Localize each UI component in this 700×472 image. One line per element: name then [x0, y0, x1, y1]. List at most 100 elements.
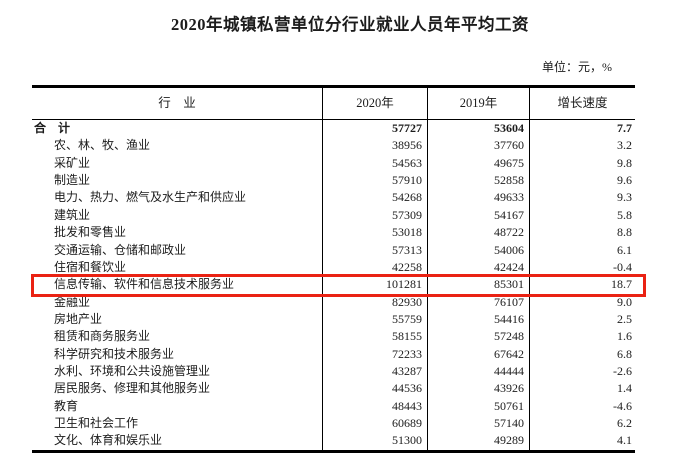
growth-cell: -0.4: [613, 259, 632, 274]
table-row: 科学研究和技术服务业 72233 67642 6.8: [32, 345, 635, 364]
wage-2020-cell: 55759: [323, 310, 428, 329]
table-header-row: 行 业 2020年 2019年 增长速度: [32, 88, 635, 120]
wage-2019-cell: 67642: [428, 345, 530, 364]
wage-2020-cell: 48443: [323, 397, 428, 416]
table-body: 合 计 57727 53604 7.7 农、林、牧、渔业 38956 37760…: [31, 120, 646, 450]
wage-2019-cell: 42424: [428, 258, 530, 277]
wage-2020-cell: 57309: [323, 206, 428, 225]
growth-cell: 6.1: [617, 242, 632, 257]
wage-2019-cell: 52858: [428, 172, 530, 190]
wage-2019-cell: 49633: [428, 189, 530, 207]
table-row: 农、林、牧、渔业 38956 37760 3.2: [32, 137, 635, 155]
industry-cell: 信息传输、软件和信息技术服务业: [32, 276, 323, 294]
industry-cell: 制造业: [32, 172, 323, 190]
table-row: 合 计 57727 53604 7.7: [32, 120, 635, 138]
wage-2020-cell: 38956: [323, 137, 428, 155]
growth-cell: 7.7: [617, 121, 632, 135]
wage-2020-cell: 43287: [323, 363, 428, 381]
industry-cell: 农、林、牧、渔业: [32, 137, 323, 155]
table-row: 居民服务、修理和其他服务业 44536 43926 1.4: [32, 380, 635, 398]
industry-cell: 采矿业: [32, 154, 323, 173]
growth-cell: 5.8: [617, 207, 632, 222]
growth-cell: 9.8: [617, 155, 632, 170]
wage-2020-cell: 42258: [323, 258, 428, 277]
wage-2019-cell: 53604: [428, 120, 530, 138]
industry-cell: 合 计: [32, 120, 323, 138]
growth-cell: 2.5: [617, 311, 632, 326]
wage-2019-cell: 57140: [428, 415, 530, 433]
wage-2020-cell: 57727: [323, 120, 428, 138]
wage-2019-cell: 50761: [428, 397, 530, 416]
table-row: 住宿和餐饮业 42258 42424 -0.4: [32, 258, 635, 277]
table-row: 交通运输、仓储和邮政业 57313 54006 6.1: [32, 241, 635, 259]
table-row: 批发和零售业 53018 48722 8.8: [32, 224, 635, 242]
wage-2020-cell: 51300: [323, 432, 428, 450]
industry-cell: 住宿和餐饮业: [32, 258, 323, 277]
industry-cell: 租赁和商务服务业: [32, 328, 323, 346]
wage-2020-cell: 44536: [323, 380, 428, 398]
industry-cell: 批发和零售业: [32, 224, 323, 242]
wage-2020-cell: 57910: [323, 172, 428, 190]
unit-note: 单位：元，%: [542, 60, 612, 74]
growth-cell: 8.8: [617, 225, 632, 240]
wage-2020-cell: 72233: [323, 345, 428, 364]
table-row: 教育 48443 50761 -4.6: [32, 397, 635, 416]
growth-cell: 6.2: [617, 416, 632, 431]
growth-cell: -4.6: [613, 398, 632, 413]
wage-2019-cell: 76107: [428, 293, 530, 311]
growth-cell: 9.3: [617, 190, 632, 205]
industry-cell: 交通运输、仓储和邮政业: [32, 241, 323, 259]
table-row: 制造业 57910 52858 9.6: [32, 172, 635, 190]
industry-cell: 金融业: [32, 293, 323, 311]
col-header-2020: 2020年: [323, 88, 428, 119]
growth-cell: 1.6: [617, 329, 632, 344]
wage-2019-cell: 43926: [428, 380, 530, 398]
industry-cell: 水利、环境和公共设施管理业: [32, 363, 323, 381]
table-row: 建筑业 57309 54167 5.8: [32, 206, 635, 225]
industry-cell: 教育: [32, 397, 323, 416]
table-row: 信息传输、软件和信息技术服务业 101281 85301 18.7: [31, 274, 646, 297]
wage-2020-cell: 57313: [323, 241, 428, 259]
industry-cell: 房地产业: [32, 310, 323, 329]
table-row: 租赁和商务服务业 58155 57248 1.6: [32, 328, 635, 346]
col-header-growth: 增长速度: [557, 96, 608, 110]
industry-cell: 卫生和社会工作: [32, 415, 323, 433]
growth-cell: 18.7: [611, 277, 632, 292]
wage-2020-cell: 60689: [323, 415, 428, 433]
wage-2019-cell: 48722: [428, 224, 530, 242]
growth-cell: 9.0: [617, 294, 632, 309]
table-row: 金融业 82930 76107 9.0: [32, 293, 635, 311]
table-row: 水利、环境和公共设施管理业 43287 44444 -2.6: [32, 363, 635, 381]
page-title: 2020年城镇私营单位分行业就业人员年平均工资: [171, 15, 529, 34]
growth-cell: 4.1: [617, 433, 632, 448]
wage-2020-cell: 54563: [323, 154, 428, 173]
growth-cell: 3.2: [617, 138, 632, 153]
wage-2020-cell: 54268: [323, 189, 428, 207]
industry-cell: 建筑业: [32, 206, 323, 225]
industry-cell: 电力、热力、燃气及水生产和供应业: [32, 189, 323, 207]
wage-2019-cell: 44444: [428, 363, 530, 381]
wage-2019-cell: 49289: [428, 432, 530, 450]
growth-cell: -2.6: [613, 364, 632, 379]
wage-2020-cell: 82930: [323, 293, 428, 311]
table-row: 文化、体育和娱乐业 51300 49289 4.1: [32, 432, 635, 450]
industry-cell: 居民服务、修理和其他服务业: [32, 380, 323, 398]
wage-2019-cell: 54006: [428, 241, 530, 259]
col-header-2019: 2019年: [428, 88, 530, 119]
growth-cell: 9.6: [617, 173, 632, 188]
industry-cell: 科学研究和技术服务业: [32, 345, 323, 364]
table-row: 房地产业 55759 54416 2.5: [32, 310, 635, 329]
wage-2019-cell: 54416: [428, 310, 530, 329]
table-row: 采矿业 54563 49675 9.8: [32, 154, 635, 173]
wage-2019-cell: 54167: [428, 206, 530, 225]
wage-2019-cell: 49675: [428, 154, 530, 173]
wage-2020-cell: 53018: [323, 224, 428, 242]
growth-cell: 1.4: [617, 381, 632, 396]
wage-2020-cell: 101281: [323, 276, 428, 294]
wage-2019-cell: 57248: [428, 328, 530, 346]
table-row: 卫生和社会工作 60689 57140 6.2: [32, 415, 635, 433]
wage-2020-cell: 58155: [323, 328, 428, 346]
industry-cell: 文化、体育和娱乐业: [32, 432, 323, 450]
growth-cell: 6.8: [617, 346, 632, 361]
